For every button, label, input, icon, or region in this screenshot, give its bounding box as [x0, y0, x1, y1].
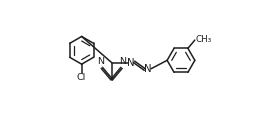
Text: N: N — [98, 57, 105, 66]
Text: Cl: Cl — [76, 73, 86, 82]
Text: N: N — [144, 64, 152, 74]
Text: CH₃: CH₃ — [196, 35, 212, 44]
Text: N: N — [119, 57, 126, 66]
Text: N: N — [127, 58, 135, 68]
